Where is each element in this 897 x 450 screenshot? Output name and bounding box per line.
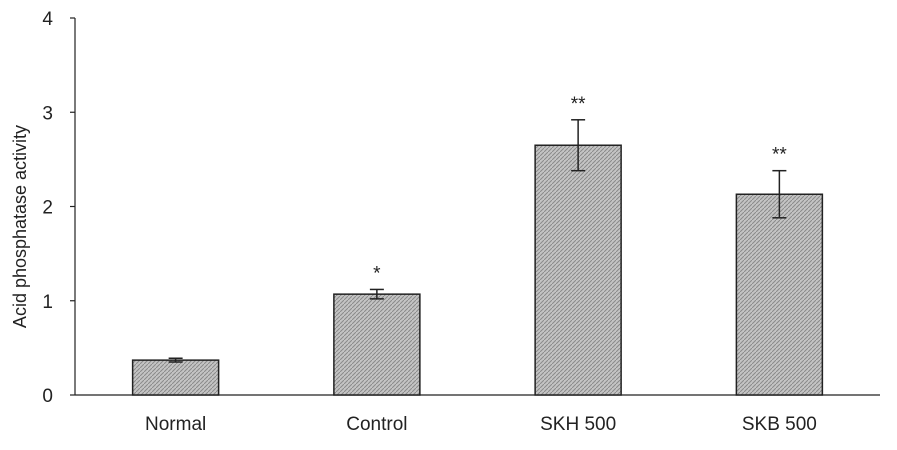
y-tick-label: 3 bbox=[42, 103, 53, 124]
labels: 0 1 2 3 4 Normal * Control ** SKH 500 ** SKB 500 bbox=[42, 9, 816, 435]
y-axis-label: Acid phosphatase activity bbox=[10, 125, 30, 328]
bar bbox=[131, 359, 220, 396]
significance-label: * bbox=[373, 263, 381, 284]
x-tick-label: Normal bbox=[145, 414, 206, 435]
y-tick-label: 0 bbox=[42, 386, 53, 407]
y-tick-label: 2 bbox=[42, 198, 53, 219]
significance-label: ** bbox=[571, 94, 586, 115]
bar bbox=[735, 193, 824, 396]
x-tick-label: SKH 500 bbox=[540, 414, 616, 435]
significance-label: ** bbox=[772, 145, 787, 166]
x-tick-label: SKB 500 bbox=[742, 414, 817, 435]
y-tick-label: 1 bbox=[42, 292, 53, 313]
x-tick-label: Control bbox=[346, 414, 407, 435]
y-tick-label: 4 bbox=[42, 9, 53, 30]
bars bbox=[131, 119, 824, 396]
bar bbox=[333, 293, 421, 396]
bar bbox=[534, 144, 622, 396]
